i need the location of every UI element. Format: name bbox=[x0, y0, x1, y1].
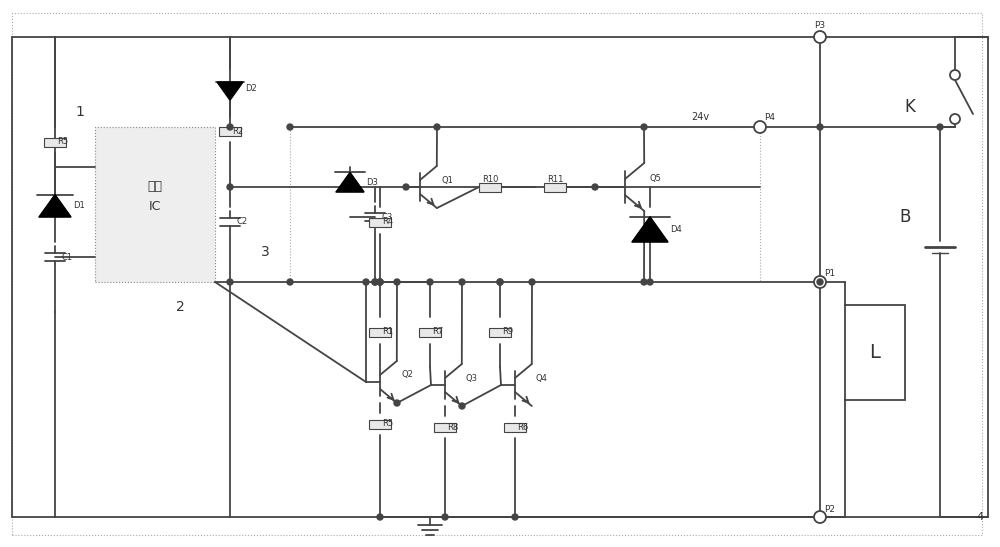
Circle shape bbox=[814, 276, 826, 288]
Text: Q2: Q2 bbox=[401, 370, 413, 380]
Bar bbox=[419, 328, 441, 336]
Circle shape bbox=[394, 279, 400, 285]
Circle shape bbox=[512, 514, 518, 520]
Bar bbox=[504, 422, 526, 432]
Circle shape bbox=[459, 279, 465, 285]
Circle shape bbox=[372, 279, 378, 285]
Text: 2: 2 bbox=[176, 300, 184, 314]
Bar bbox=[479, 183, 501, 191]
Text: K: K bbox=[905, 98, 915, 116]
Circle shape bbox=[377, 279, 383, 285]
Circle shape bbox=[497, 279, 503, 285]
Text: R6: R6 bbox=[517, 422, 529, 432]
Text: L: L bbox=[870, 342, 880, 362]
Text: 24v: 24v bbox=[691, 112, 709, 122]
Circle shape bbox=[529, 279, 535, 285]
Bar bbox=[290, 127, 760, 282]
Polygon shape bbox=[336, 172, 364, 192]
Circle shape bbox=[817, 124, 823, 130]
Text: C1: C1 bbox=[61, 253, 73, 261]
Circle shape bbox=[442, 514, 448, 520]
Bar bbox=[489, 328, 511, 336]
Text: R5: R5 bbox=[382, 420, 394, 428]
Text: 3: 3 bbox=[261, 245, 269, 259]
Circle shape bbox=[497, 279, 503, 285]
Bar bbox=[845, 305, 905, 399]
Polygon shape bbox=[39, 195, 71, 217]
Text: R7: R7 bbox=[432, 328, 444, 336]
Circle shape bbox=[757, 124, 763, 130]
Circle shape bbox=[459, 403, 465, 409]
Bar bbox=[95, 127, 215, 282]
Bar bbox=[369, 420, 391, 428]
Text: D3: D3 bbox=[366, 178, 378, 187]
Circle shape bbox=[377, 279, 383, 285]
Circle shape bbox=[814, 511, 826, 523]
Bar bbox=[44, 137, 66, 147]
Bar bbox=[544, 183, 566, 191]
Circle shape bbox=[754, 121, 766, 133]
Text: 4: 4 bbox=[976, 512, 984, 522]
Circle shape bbox=[227, 184, 233, 190]
Text: B: B bbox=[899, 208, 911, 226]
Circle shape bbox=[227, 124, 233, 130]
Bar bbox=[219, 126, 241, 136]
Text: C2: C2 bbox=[236, 218, 248, 226]
Circle shape bbox=[372, 279, 378, 285]
Text: P4: P4 bbox=[765, 113, 776, 121]
Text: Q1: Q1 bbox=[441, 176, 453, 184]
Circle shape bbox=[377, 279, 383, 285]
Circle shape bbox=[287, 124, 293, 130]
Text: R10: R10 bbox=[482, 176, 498, 184]
Text: R9: R9 bbox=[502, 328, 514, 336]
Circle shape bbox=[817, 279, 823, 285]
Text: P2: P2 bbox=[824, 504, 836, 514]
Text: D4: D4 bbox=[670, 225, 682, 234]
Circle shape bbox=[227, 279, 233, 285]
Bar bbox=[369, 218, 391, 226]
Text: Q4: Q4 bbox=[536, 374, 548, 382]
Text: R5: R5 bbox=[57, 137, 69, 147]
Bar bbox=[434, 422, 456, 432]
Text: P1: P1 bbox=[824, 270, 836, 278]
Circle shape bbox=[427, 279, 433, 285]
Circle shape bbox=[377, 514, 383, 520]
Circle shape bbox=[394, 400, 400, 406]
Circle shape bbox=[403, 184, 409, 190]
Circle shape bbox=[592, 184, 598, 190]
Circle shape bbox=[950, 114, 960, 124]
Text: C3: C3 bbox=[381, 212, 393, 222]
Circle shape bbox=[434, 124, 440, 130]
Text: 延时: 延时 bbox=[148, 181, 162, 194]
Polygon shape bbox=[217, 82, 243, 100]
Text: R8: R8 bbox=[447, 422, 459, 432]
Circle shape bbox=[950, 70, 960, 80]
Polygon shape bbox=[632, 217, 668, 242]
Circle shape bbox=[641, 124, 647, 130]
Circle shape bbox=[647, 279, 653, 285]
Circle shape bbox=[363, 279, 369, 285]
Bar bbox=[369, 328, 391, 336]
Circle shape bbox=[937, 124, 943, 130]
Text: R11: R11 bbox=[547, 176, 563, 184]
Text: 1: 1 bbox=[76, 105, 84, 119]
Text: Q3: Q3 bbox=[466, 374, 478, 382]
Circle shape bbox=[287, 279, 293, 285]
Text: R1: R1 bbox=[382, 328, 394, 336]
Circle shape bbox=[641, 279, 647, 285]
Text: IC: IC bbox=[149, 201, 161, 213]
Text: P3: P3 bbox=[814, 20, 826, 30]
Circle shape bbox=[814, 31, 826, 43]
Text: R4: R4 bbox=[382, 218, 394, 226]
Text: Q5: Q5 bbox=[649, 174, 661, 183]
Text: D2: D2 bbox=[245, 84, 257, 93]
Text: D1: D1 bbox=[73, 201, 85, 210]
Text: R2: R2 bbox=[232, 126, 244, 136]
